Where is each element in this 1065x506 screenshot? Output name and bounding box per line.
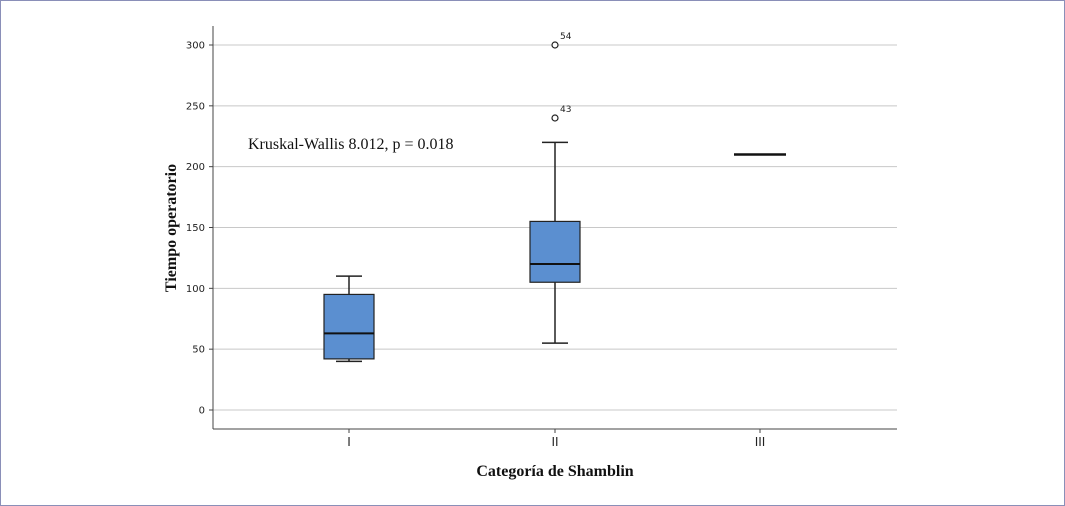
- iqr-box-II: [529, 220, 581, 283]
- y-tick-label-0: 0: [199, 406, 205, 417]
- y-tick-label-100: 100: [186, 284, 205, 295]
- y-tick-label-150: 150: [186, 223, 205, 234]
- test-annotation: Kruskal-Wallis 8.012, p = 0.018: [248, 136, 454, 153]
- iqr-box-I: [323, 293, 375, 360]
- x-tick-label-III: III: [755, 435, 766, 449]
- x-tick-label-II: II: [551, 435, 558, 449]
- y-tick-label-50: 50: [192, 345, 205, 356]
- x-tick-label-I: I: [347, 435, 351, 449]
- box-I: [323, 275, 375, 363]
- x-axis-title: Categoría de Shamblin: [476, 463, 633, 480]
- outlier-label-54: 54: [560, 32, 572, 42]
- x-ticks: I II III: [347, 429, 765, 449]
- outlier-point-43: [551, 114, 559, 122]
- y-ticks: 0 50 100 150 200 250 300: [186, 41, 213, 417]
- outlier-label-43: 43: [560, 105, 571, 115]
- y-tick-label-250: 250: [186, 101, 205, 112]
- box-II: 43 54: [529, 32, 581, 344]
- outlier-point-54: [551, 41, 559, 49]
- y-tick-label-200: 200: [186, 162, 205, 173]
- y-axis-title: Tiempo operatorio: [163, 164, 180, 292]
- boxes: 43 54: [323, 32, 786, 363]
- y-tick-label-300: 300: [186, 41, 205, 52]
